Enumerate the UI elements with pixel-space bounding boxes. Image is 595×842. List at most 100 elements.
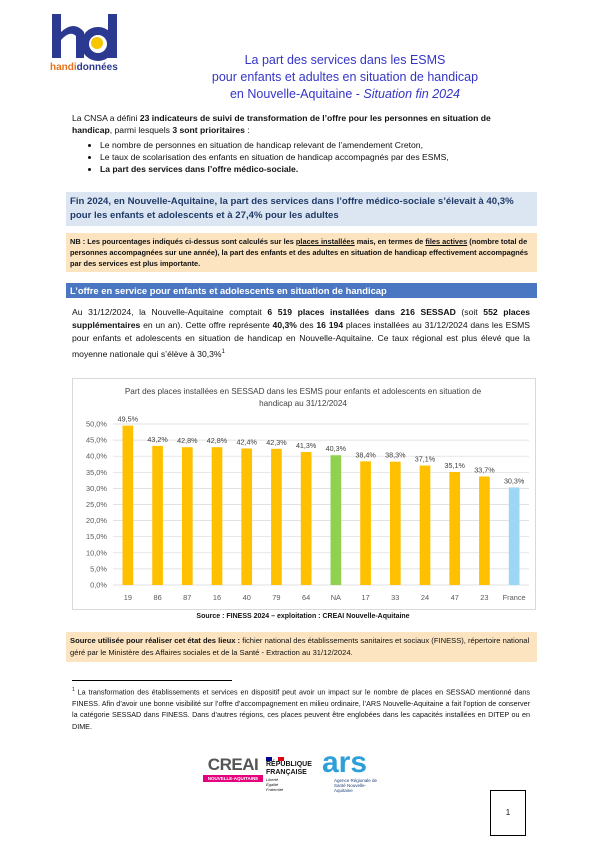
bar xyxy=(479,476,490,585)
x-tick-label: 33 xyxy=(391,593,399,602)
value-label: 33,7% xyxy=(474,465,495,474)
creai-logo: CREAI NOUVELLE-AQUITAINE xyxy=(203,755,263,782)
bold-text: 23 indicateurs de suivi de transformatio… xyxy=(72,113,491,136)
bold-text: 552 places supplémentaires xyxy=(72,307,531,331)
footnote-separator xyxy=(72,680,232,681)
text: places installées au 31/12/2024 dans les… xyxy=(72,320,530,359)
value-label: 30,3% xyxy=(504,476,525,485)
bold-text: mais, en termes de xyxy=(354,237,426,246)
title-line: pour enfants et adultes en situation de … xyxy=(211,70,479,84)
rf-text: RÉPUBLIQUE xyxy=(266,761,312,768)
title-line: en Nouvelle-Aquitaine - xyxy=(229,87,364,101)
text: en un an). Cette offre représente xyxy=(140,320,273,331)
text: La CNSA a défini xyxy=(72,113,140,123)
text: : xyxy=(244,125,250,136)
chart-source: Source : FINESS 2024 – exploitation : CR… xyxy=(196,613,410,620)
logo-handi: handi xyxy=(50,62,77,73)
value-label: 49,5% xyxy=(118,415,139,424)
y-tick-label: 35,0% xyxy=(86,468,107,477)
value-label: 41,3% xyxy=(296,441,317,450)
value-label: 37,1% xyxy=(415,455,436,464)
section-title: L’offre en service pour enfants et adole… xyxy=(66,283,537,298)
bar xyxy=(271,448,282,585)
ars-logo: ars Agence Régionale de Santé Nouvelle-A… xyxy=(322,746,394,794)
text: des xyxy=(296,320,317,331)
bullet: Le nombre de personnes en situation de h… xyxy=(100,139,530,151)
value-label: 42,4% xyxy=(237,437,258,446)
x-tick-label: 24 xyxy=(421,593,429,602)
value-label: 42,3% xyxy=(266,438,287,447)
bar xyxy=(211,447,223,585)
y-tick-label: 30,0% xyxy=(86,484,107,493)
section-text: Au 31/12/2024, la Nouvelle-Aquitaine com… xyxy=(72,306,530,361)
value-label: 35,1% xyxy=(445,461,466,470)
logo-donnees: données xyxy=(76,62,118,73)
chart: 0,0% 5,0% 10,0% 15,0% 20,0% 25,0% 30,0% 35,0% 40… xyxy=(86,415,529,602)
y-tick-label: 10,0% xyxy=(86,548,107,557)
title-line: La part des services dans les ESMS xyxy=(244,53,446,67)
value-label: 43,2% xyxy=(147,435,168,444)
y-tick-label: 0,0% xyxy=(90,581,107,590)
page-title: La part des services dans les ESMS pour … xyxy=(140,52,550,103)
text: Au 31/12/2024, la Nouvelle-Aquitaine com… xyxy=(72,307,268,317)
bar xyxy=(419,465,431,585)
rf-flag xyxy=(266,757,284,761)
bar xyxy=(300,452,312,585)
y-tick-label: 45,0% xyxy=(86,436,107,445)
x-tick-label: NA xyxy=(331,593,341,602)
value-label: 38,4% xyxy=(355,450,376,459)
value-label: 40,3% xyxy=(326,444,347,453)
bold-text: 40,3% xyxy=(272,320,297,331)
x-tick-label: 16 xyxy=(213,593,221,602)
creai-name: CREAI xyxy=(207,755,259,774)
bold-text: NB : Les pourcentages indiqués ci-dessus… xyxy=(70,237,296,246)
y-tick-label: 40,0% xyxy=(86,452,107,461)
x-tick-label: 17 xyxy=(361,593,369,602)
bar xyxy=(360,461,371,585)
text: (soit xyxy=(455,307,484,317)
ars-name: ars xyxy=(322,746,368,779)
bold-text: Source utilisée pour réaliser cet état d… xyxy=(70,636,241,645)
y-tick-label: 25,0% xyxy=(86,500,107,509)
bullet-list: Le nombre de personnes en situation de h… xyxy=(72,139,530,176)
value-label: 38,3% xyxy=(385,451,406,460)
highlight-box: Fin 2024, en Nouvelle-Aquitaine, la part… xyxy=(66,192,537,226)
bullet: Le taux de scolarisation des enfants en … xyxy=(100,151,530,163)
title-emphasis: Situation fin 2024 xyxy=(363,87,461,101)
logo-text: handidonnées xyxy=(50,62,118,73)
text: fichier national des établissements sani… xyxy=(70,636,530,657)
bullet: La part des services dans l’offre médico… xyxy=(100,163,530,175)
bar xyxy=(508,487,520,585)
page-number: 1 xyxy=(490,790,526,836)
rf-motto: Liberté Égalité Fraternité xyxy=(266,777,284,792)
x-tick-label: 40 xyxy=(243,593,251,602)
chart-title: Part des places installées en SESSAD dan… xyxy=(124,387,482,408)
y-tick-label: 15,0% xyxy=(86,532,107,541)
underlined-text: files actives xyxy=(425,237,468,246)
bar xyxy=(181,447,193,585)
x-tick-label: 86 xyxy=(153,593,161,602)
y-tick-label: 50,0% xyxy=(86,420,107,429)
text: , parmi lesquels xyxy=(109,125,173,136)
x-tick-label: 47 xyxy=(451,593,459,602)
creai-region: NOUVELLE-AQUITAINE xyxy=(203,775,263,782)
value-label: 42,8% xyxy=(207,436,228,445)
x-tick-label: 79 xyxy=(272,593,280,602)
bar xyxy=(152,445,163,585)
bar xyxy=(389,461,401,585)
ars-sub: Agence Régionale de Santé Nouvelle-Aquit… xyxy=(334,778,378,793)
underlined-text: places installées xyxy=(295,237,355,246)
rf-logo: RÉPUBLIQUE FRANÇAISE Liberté Égalité Fra… xyxy=(266,757,316,792)
bar xyxy=(330,455,342,585)
bold-text: (nombre total de personnes accompagnées … xyxy=(70,237,528,268)
bold-text: 6 519 places installées dans 216 SESSAD xyxy=(267,307,456,317)
value-label: 42,8% xyxy=(177,436,198,445)
rf-text: FRANÇAISE xyxy=(266,769,307,776)
y-tick-label: 5,0% xyxy=(90,564,107,573)
bar xyxy=(449,471,461,585)
x-tick-label: France xyxy=(503,593,526,602)
nb-box: NB : Les pourcentages indiqués ci-dessus… xyxy=(66,233,537,272)
source-box: Source utilisée pour réaliser cet état d… xyxy=(66,632,537,662)
x-tick-label: 23 xyxy=(480,593,488,602)
